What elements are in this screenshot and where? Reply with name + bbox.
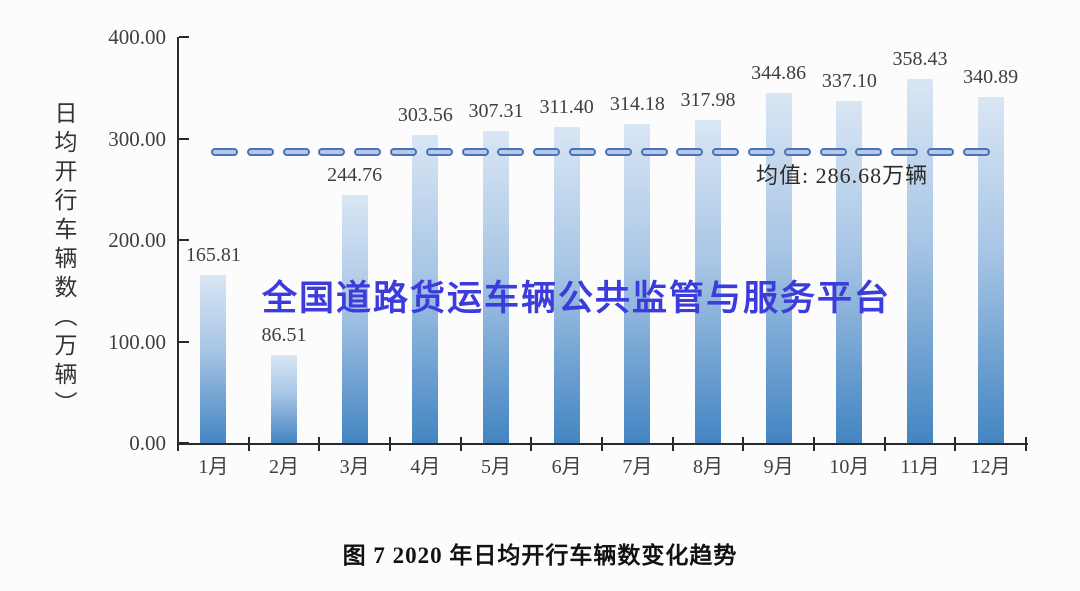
mean-line-dash bbox=[389, 148, 417, 157]
x-tick-label: 4月 bbox=[410, 456, 441, 478]
mean-line-dash bbox=[604, 148, 632, 157]
mean-line-dash bbox=[497, 148, 525, 157]
bar-value-label: 307.31 bbox=[468, 100, 524, 123]
mean-line-dash bbox=[246, 148, 274, 157]
y-axis-line bbox=[177, 37, 179, 445]
x-tick-label: 3月 bbox=[339, 456, 370, 478]
x-tick-label: 8月 bbox=[693, 456, 723, 478]
bar-value-label: 358.43 bbox=[892, 48, 948, 71]
x-axis-tick bbox=[954, 437, 957, 451]
bar-value-label: 340.89 bbox=[963, 65, 1019, 88]
mean-line-label: 均值: 286.68万辆 bbox=[756, 163, 929, 188]
bar-value-label: 314.18 bbox=[609, 93, 665, 116]
x-axis-tick bbox=[247, 437, 250, 451]
mean-line-dash bbox=[676, 148, 704, 157]
y-tick-label: 400.00 bbox=[108, 25, 166, 49]
bar bbox=[907, 79, 933, 443]
mean-line bbox=[211, 148, 990, 157]
mean-line-dash bbox=[282, 148, 310, 157]
mean-line-dash bbox=[891, 148, 919, 157]
bar-value-label: 86.51 bbox=[261, 324, 307, 347]
x-axis-tick bbox=[742, 437, 745, 451]
mean-line-dash bbox=[855, 148, 883, 157]
mean-line-dash bbox=[747, 148, 775, 157]
y-axis-title: 日均开行车辆数（万辆） bbox=[51, 100, 76, 420]
bar bbox=[624, 124, 651, 443]
mean-line-dash bbox=[712, 148, 740, 157]
mean-line-dash bbox=[819, 148, 847, 157]
bar-value-label: 303.56 bbox=[397, 103, 453, 126]
bar bbox=[836, 100, 863, 443]
x-tick-label: 10月 bbox=[829, 456, 870, 478]
x-axis-tick bbox=[813, 437, 815, 451]
bar-value-label: 337.10 bbox=[821, 69, 877, 92]
bar bbox=[412, 134, 439, 443]
bar bbox=[765, 92, 792, 443]
y-tick-label: 0.00 bbox=[129, 431, 166, 455]
watermark-text: 全国道路货运车辆公共监管与服务平台 bbox=[262, 279, 892, 318]
x-axis-tick bbox=[530, 437, 533, 451]
bar-value-label: 311.40 bbox=[539, 95, 594, 118]
bar bbox=[553, 126, 580, 443]
mean-line-dash bbox=[568, 148, 596, 157]
x-axis-tick bbox=[601, 437, 603, 451]
bar bbox=[341, 194, 368, 443]
y-axis-tick bbox=[179, 340, 189, 343]
x-axis-tick bbox=[459, 437, 462, 451]
y-axis-tick bbox=[179, 137, 189, 140]
bar-value-label: 244.76 bbox=[327, 163, 383, 186]
bar-value-label: 317.98 bbox=[680, 89, 736, 112]
x-tick-label: 9月 bbox=[763, 456, 794, 478]
mean-line-dash bbox=[318, 148, 346, 157]
x-axis-tick bbox=[177, 437, 179, 451]
bar-value-label: 165.81 bbox=[185, 243, 241, 266]
chart-caption: 图 7 2020 年日均开行车辆数变化趋势 bbox=[342, 543, 738, 568]
y-axis-tick bbox=[179, 442, 189, 444]
x-axis-tick bbox=[318, 437, 321, 451]
y-axis-tick bbox=[179, 36, 189, 38]
bar bbox=[483, 131, 509, 443]
y-tick-label: 300.00 bbox=[108, 126, 166, 151]
bar bbox=[271, 355, 297, 443]
x-tick-label: 2月 bbox=[269, 456, 299, 478]
mean-line-dash bbox=[533, 148, 561, 157]
x-tick-label: 5月 bbox=[481, 456, 511, 478]
mean-line-dash bbox=[211, 148, 238, 157]
mean-line-dash bbox=[425, 148, 453, 157]
x-tick-label: 11月 bbox=[900, 456, 940, 478]
x-tick-label: 1月 bbox=[198, 456, 229, 478]
bar-value-label: 344.86 bbox=[751, 61, 807, 84]
bar bbox=[200, 274, 227, 443]
y-tick-label: 200.00 bbox=[108, 228, 166, 252]
x-tick-label: 7月 bbox=[622, 456, 653, 478]
mean-line-dash bbox=[962, 148, 990, 157]
y-axis-tick bbox=[179, 239, 189, 241]
y-tick-label: 100.00 bbox=[108, 329, 166, 354]
bar bbox=[695, 120, 721, 443]
x-axis-tick bbox=[1025, 437, 1027, 451]
mean-line-dash bbox=[640, 148, 668, 157]
mean-line-dash bbox=[461, 148, 489, 157]
mean-line-dash bbox=[354, 148, 382, 157]
mean-line-dash bbox=[783, 148, 811, 157]
x-axis-tick bbox=[389, 437, 391, 451]
x-tick-label: 6月 bbox=[551, 456, 582, 478]
x-axis-tick bbox=[671, 437, 674, 451]
x-axis-tick bbox=[883, 437, 886, 451]
x-tick-label: 12月 bbox=[970, 456, 1011, 478]
mean-line-dash bbox=[926, 148, 954, 157]
